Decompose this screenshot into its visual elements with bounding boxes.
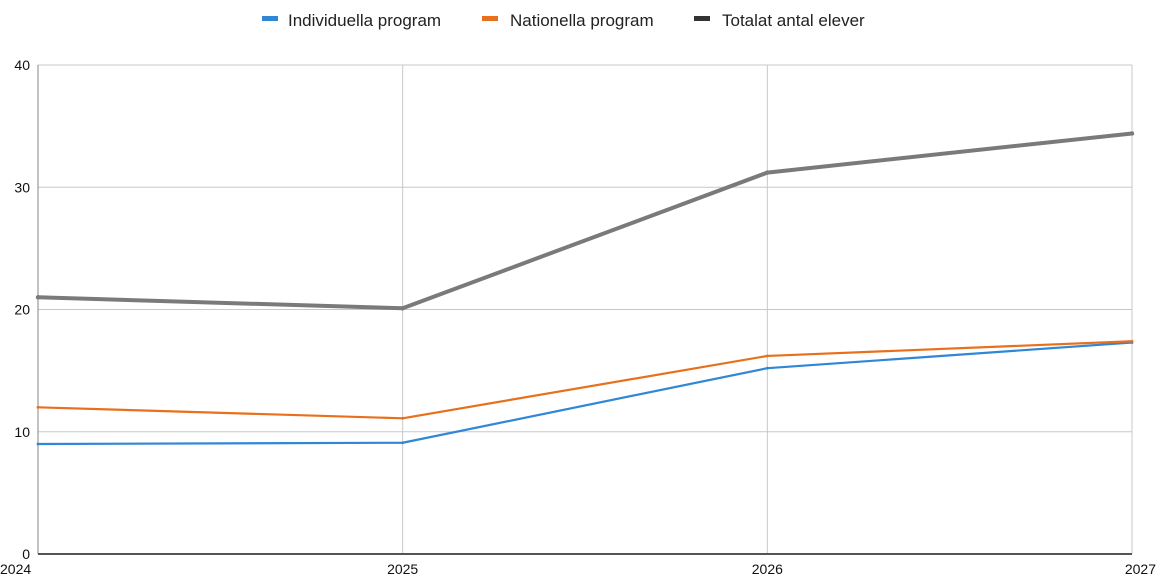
y-tick-label: 0	[22, 546, 30, 562]
series-line-2	[36, 340, 1134, 420]
y-tick-label: 30	[14, 179, 30, 195]
data-point-series-3	[1129, 131, 1135, 136]
legend-label-nationella: Nationella program	[510, 11, 654, 30]
data-point-series-3	[400, 306, 405, 311]
x-tick-label: 2024	[0, 561, 31, 577]
legend-swatch-totalt	[694, 16, 710, 21]
data-point-series-3	[35, 295, 41, 300]
legend-label-individuella: Individuella program	[288, 11, 441, 30]
x-tick-label: 2026	[752, 561, 783, 577]
data-point-series-2	[36, 405, 40, 409]
plot-area: 0 10 20 30 40 2024 2025 2026 2027	[0, 57, 1156, 577]
x-tick-label: 2025	[387, 561, 418, 577]
y-tick-label: 20	[14, 302, 30, 318]
series-line-3	[36, 131, 1134, 311]
data-point-series-1	[765, 366, 769, 370]
data-point-series-1	[401, 441, 405, 445]
legend-swatch-individuella	[262, 16, 278, 21]
y-tick-label: 10	[14, 424, 30, 440]
legend-label-totalt: Totalat antal elever	[722, 11, 865, 30]
legend-swatch-nationella	[482, 16, 498, 21]
data-point-series-2	[1130, 339, 1134, 343]
data-point-series-3	[765, 170, 770, 175]
legend: Individuella program Nationella program …	[262, 11, 865, 30]
x-tick-label: 2027	[1125, 561, 1156, 577]
series-line-1	[36, 341, 1134, 446]
data-point-series-1	[36, 442, 40, 446]
data-point-series-2	[765, 354, 769, 358]
y-tick-label: 40	[14, 57, 30, 73]
data-point-series-2	[401, 416, 405, 420]
